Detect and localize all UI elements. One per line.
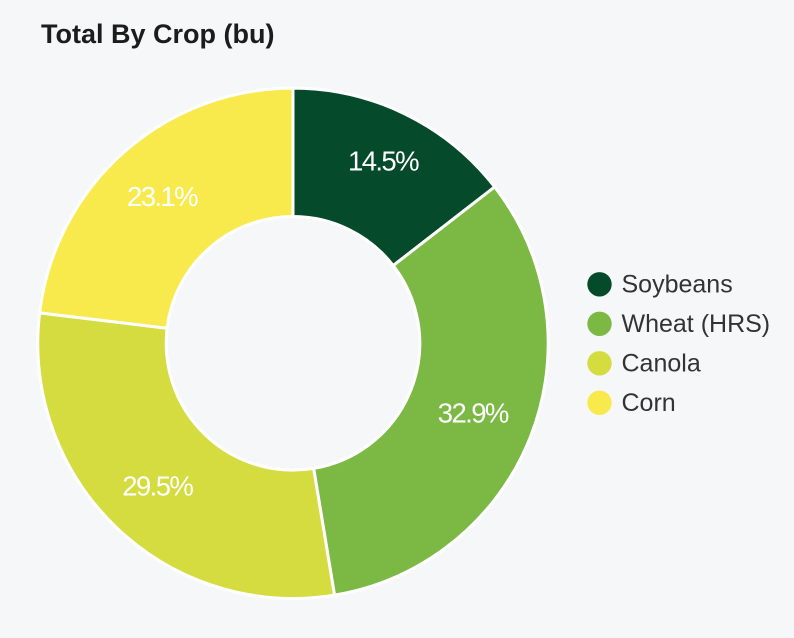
svg-text:Wheat (HRS): Wheat (HRS) [622, 310, 771, 338]
svg-text:29.5%: 29.5% [122, 470, 193, 501]
svg-text:Soybeans: Soybeans [622, 270, 733, 298]
svg-text:32.9%: 32.9% [438, 397, 509, 428]
svg-text:14.5%: 14.5% [348, 146, 419, 177]
svg-text:Canola: Canola [622, 349, 701, 377]
svg-text:23.1%: 23.1% [127, 181, 198, 212]
svg-text:Corn: Corn [622, 389, 676, 417]
